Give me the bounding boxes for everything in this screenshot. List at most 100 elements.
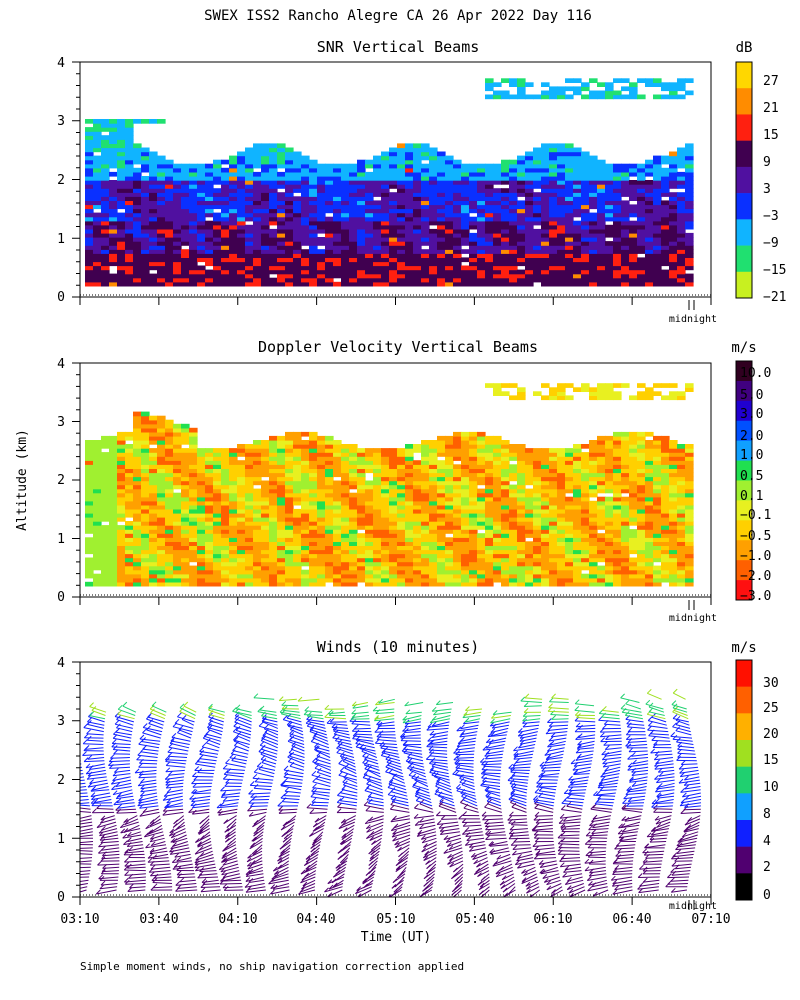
snr-cell xyxy=(429,204,438,210)
doppler-cell xyxy=(365,545,374,551)
snr-cell xyxy=(405,273,414,279)
snr-cell xyxy=(493,192,502,197)
doppler-cell xyxy=(501,488,510,494)
doppler-cell xyxy=(181,423,190,429)
doppler-cell xyxy=(269,545,278,551)
snr-cell xyxy=(453,196,462,201)
doppler-cell xyxy=(453,464,462,469)
doppler-cell xyxy=(333,521,342,526)
snr-cell xyxy=(581,224,590,230)
snr-cell xyxy=(349,277,358,283)
doppler-cell xyxy=(245,573,254,579)
snr-cell xyxy=(685,257,694,263)
snr-cell xyxy=(261,220,270,226)
snr-cell xyxy=(149,273,158,279)
doppler-cell xyxy=(253,488,262,494)
doppler-cell xyxy=(381,565,390,571)
snr-cell xyxy=(669,253,678,258)
doppler-cell xyxy=(213,480,222,486)
snr-cell xyxy=(421,184,430,189)
doppler-cell xyxy=(221,456,230,461)
doppler-cell xyxy=(261,488,270,494)
snr-cell xyxy=(381,196,390,201)
snr-cell xyxy=(525,228,534,234)
doppler-cell xyxy=(501,565,510,571)
doppler-cell xyxy=(277,557,286,563)
snr-cell xyxy=(253,253,262,258)
doppler-cell xyxy=(373,569,382,575)
doppler-cell xyxy=(133,512,142,518)
doppler-cell xyxy=(373,488,382,494)
snr-cell xyxy=(533,216,542,222)
snr-cell xyxy=(165,176,174,181)
snr-cell xyxy=(493,200,502,206)
snr-cell xyxy=(229,281,238,287)
doppler-cell xyxy=(237,504,246,510)
doppler-cell xyxy=(277,553,286,559)
doppler-cell xyxy=(269,581,278,587)
snr-cell xyxy=(205,273,214,279)
snr-cell xyxy=(309,196,318,201)
doppler-cell xyxy=(301,504,310,510)
snr-cell xyxy=(365,281,374,287)
doppler-cell xyxy=(469,488,478,494)
doppler-cell xyxy=(453,500,462,506)
snr-cell xyxy=(237,208,246,214)
doppler-cell xyxy=(509,492,518,498)
doppler-cell xyxy=(501,553,510,559)
snr-cell xyxy=(501,163,510,169)
doppler-cell xyxy=(437,577,446,583)
doppler-cell xyxy=(541,456,550,461)
snr-cell xyxy=(421,232,430,238)
snr-cell xyxy=(205,253,214,258)
snr-cell xyxy=(317,171,326,177)
doppler-cell xyxy=(541,464,550,469)
doppler-cell xyxy=(485,512,494,518)
snr-cell xyxy=(93,269,102,275)
snr-cell xyxy=(349,216,358,222)
snr-cell xyxy=(637,245,646,250)
doppler-cell xyxy=(117,464,126,469)
snr-cell xyxy=(493,241,502,246)
doppler-cell xyxy=(349,549,358,555)
snr-cell xyxy=(277,163,286,169)
snr-cell xyxy=(381,216,390,222)
doppler-cell xyxy=(165,537,174,542)
doppler-cell xyxy=(509,444,518,449)
snr-cell xyxy=(245,171,254,177)
snr-cell xyxy=(605,196,614,201)
snr-cell xyxy=(557,192,566,197)
snr-cell xyxy=(189,212,198,218)
snr-cell xyxy=(501,277,510,283)
snr-cell xyxy=(149,265,158,271)
snr-cell xyxy=(685,188,694,193)
doppler-cell xyxy=(165,480,174,486)
snr-cell xyxy=(677,228,686,234)
snr-cell xyxy=(517,163,526,169)
snr-cell xyxy=(381,232,390,238)
doppler-cell xyxy=(237,541,246,546)
snr-cell xyxy=(341,237,350,242)
snr-cell xyxy=(645,273,654,279)
snr-cell xyxy=(565,253,574,258)
doppler-cell xyxy=(525,577,534,583)
doppler-cell xyxy=(157,460,166,465)
doppler-cell xyxy=(557,541,566,546)
snr-cell xyxy=(389,208,398,214)
doppler-cell xyxy=(293,561,302,567)
snr-cell xyxy=(277,269,286,275)
snr-cell xyxy=(117,237,126,242)
doppler-cell xyxy=(93,549,102,555)
doppler-cell xyxy=(613,541,622,546)
snr-cell xyxy=(469,237,478,242)
snr-cell xyxy=(333,232,342,238)
snr-cell xyxy=(477,212,486,218)
doppler-cell xyxy=(461,577,470,583)
doppler-cell xyxy=(565,577,574,583)
snr-cell xyxy=(509,208,518,214)
doppler-cell xyxy=(213,508,222,514)
snr-cell xyxy=(389,184,398,189)
snr-cell xyxy=(445,159,454,165)
doppler-cell xyxy=(373,476,382,482)
snr-cell xyxy=(341,277,350,283)
